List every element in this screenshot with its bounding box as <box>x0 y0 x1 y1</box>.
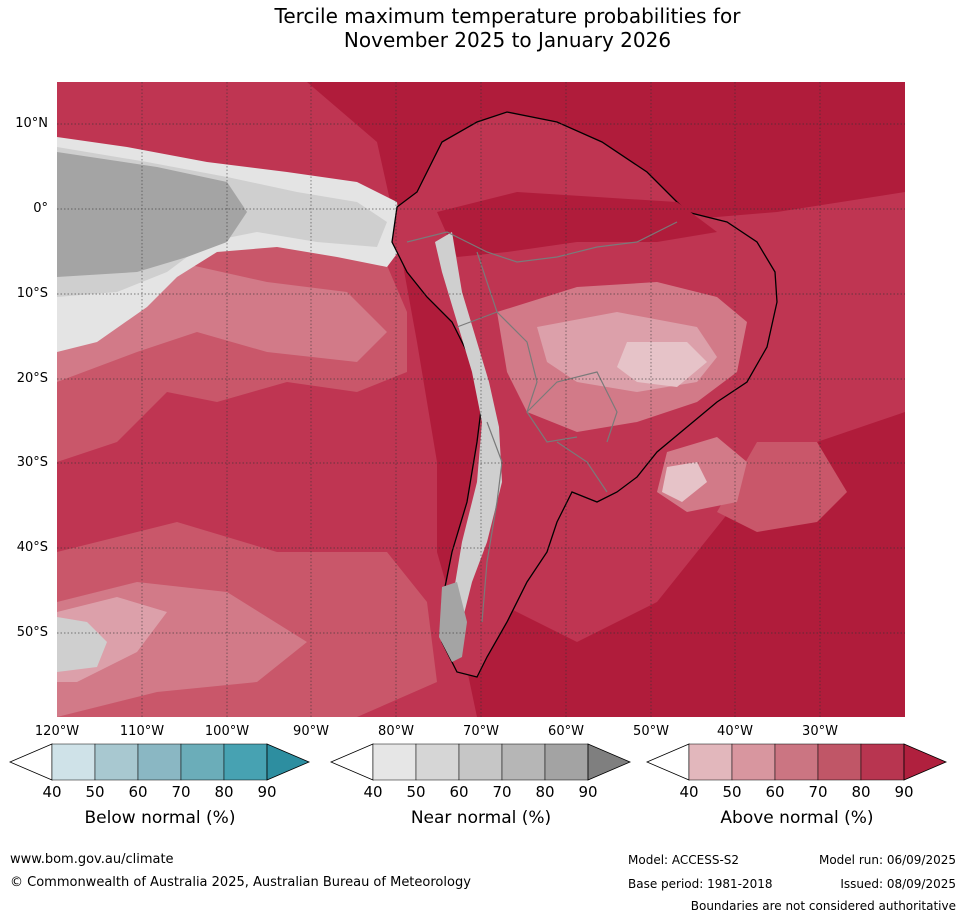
near-tick-50: 50 <box>406 783 426 801</box>
below-tick-70: 70 <box>171 783 191 801</box>
above-tick-90: 90 <box>894 783 914 801</box>
near-normal-title: Near normal (%) <box>410 808 552 828</box>
above-normal-high-arrow <box>903 743 948 781</box>
lat-label-50s: 50°S <box>16 625 48 640</box>
above-normal-60-70 <box>774 743 819 781</box>
lat-label-40s: 40°S <box>16 540 48 555</box>
lat-label-30s: 30°S <box>16 455 48 470</box>
lat-label-0: 0° <box>33 201 48 216</box>
below-normal-40-50 <box>51 743 96 781</box>
atlantic-above-70-region <box>717 442 847 532</box>
near-tick-60: 60 <box>449 783 469 801</box>
above-normal-50-60 <box>731 743 776 781</box>
below-tick-50: 50 <box>85 783 105 801</box>
above-tick-40: 40 <box>679 783 699 801</box>
colorbar-near-normal <box>329 743 632 781</box>
above-normal-title: Above normal (%) <box>720 808 874 828</box>
above-tick-60: 60 <box>765 783 785 801</box>
colorbars <box>8 743 948 781</box>
footer-model-run: Model run: 06/09/2025 <box>818 853 956 867</box>
below-normal-high-arrow <box>266 743 311 781</box>
lon-label-90w: 90°W <box>293 724 329 739</box>
below-normal-title: Below normal (%) <box>84 808 236 828</box>
near-normal-high-arrow <box>587 743 632 781</box>
map-title: Tercile maximum temperature probabilitie… <box>0 4 965 52</box>
lon-label-60w: 60°W <box>548 724 584 739</box>
near-tick-90: 90 <box>578 783 598 801</box>
below-tick-80: 80 <box>214 783 234 801</box>
probability-map <box>57 82 905 717</box>
near-normal-60-70 <box>458 743 503 781</box>
above-tick-80: 80 <box>851 783 871 801</box>
colorbar-above-normal <box>645 743 948 781</box>
above-tick-50: 50 <box>722 783 742 801</box>
footer-model: Model: ACCESS-S2 <box>628 853 740 867</box>
andes-near-normal-strip <box>435 232 502 622</box>
lon-label-80w: 80°W <box>378 724 414 739</box>
brazil-above-40-region <box>617 342 707 387</box>
near-normal-70-80 <box>501 743 546 781</box>
above-normal-70-80 <box>817 743 862 781</box>
below-normal-low-arrow <box>8 743 53 781</box>
below-normal-60-70 <box>137 743 182 781</box>
patagonia-near-normal <box>439 582 467 662</box>
near-tick-40: 40 <box>363 783 383 801</box>
near-normal-40-50 <box>372 743 417 781</box>
colorbar-below-normal <box>8 743 311 781</box>
near-normal-low-arrow <box>329 743 374 781</box>
above-normal-80-90 <box>860 743 905 781</box>
lat-label-10s: 10°S <box>16 286 48 301</box>
above-normal-40-50 <box>688 743 733 781</box>
near-tick-70: 70 <box>492 783 512 801</box>
below-tick-40: 40 <box>42 783 62 801</box>
lon-label-120w: 120°W <box>34 724 80 739</box>
title-line-2: November 2025 to January 2026 <box>343 28 672 52</box>
lon-label-110w: 110°W <box>119 724 165 739</box>
lon-label-40w: 40°W <box>717 724 753 739</box>
amazon-above-90-band <box>437 192 717 257</box>
below-tick-60: 60 <box>128 783 148 801</box>
near-normal-80-90 <box>544 743 589 781</box>
below-normal-80-90 <box>223 743 268 781</box>
below-normal-70-80 <box>180 743 225 781</box>
footer-issued: Issued: 08/09/2025 <box>840 877 956 891</box>
near-normal-south-pacific <box>57 617 107 672</box>
graticule <box>57 82 905 717</box>
lon-label-50w: 50°W <box>633 724 669 739</box>
country-borders <box>406 221 678 623</box>
footer-base-period: Base period: 1981-2018 <box>628 877 773 891</box>
near-normal-50-60 <box>415 743 460 781</box>
footer-copyright: © Commonwealth of Australia 2025, Austra… <box>10 875 471 890</box>
lat-label-10n: 10°N <box>15 116 48 131</box>
below-tick-90: 90 <box>257 783 277 801</box>
above-normal-low-arrow <box>645 743 690 781</box>
lon-label-100w: 100°W <box>204 724 250 739</box>
atlantic-above-40-spot <box>662 462 707 502</box>
footer-url: www.bom.gov.au/climate <box>10 852 174 867</box>
lon-label-70w: 70°W <box>463 724 499 739</box>
footer-boundaries: Boundaries are not considered authoritat… <box>690 899 956 913</box>
lat-label-20s: 20°S <box>16 371 48 386</box>
lon-label-30w: 30°W <box>802 724 838 739</box>
title-line-1: Tercile maximum temperature probabilitie… <box>274 4 741 28</box>
near-tick-80: 80 <box>535 783 555 801</box>
above-tick-70: 70 <box>808 783 828 801</box>
below-normal-50-60 <box>94 743 139 781</box>
near-normal-80-core <box>57 152 247 277</box>
